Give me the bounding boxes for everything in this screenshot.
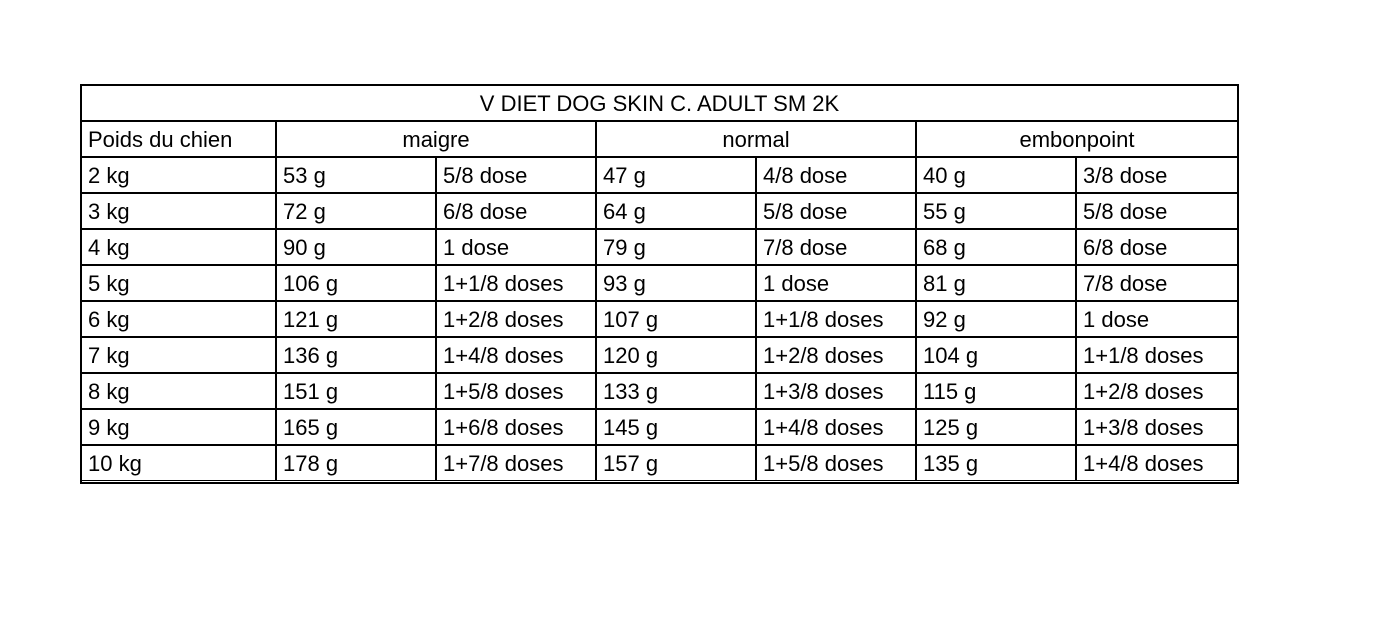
column-header: Poids du chien [81, 121, 276, 157]
table-cell: 106 g [276, 265, 436, 301]
table-cell: 1+2/8 doses [436, 301, 596, 337]
table-cell: 165 g [276, 409, 436, 445]
table-cell: 145 g [596, 409, 756, 445]
table-cell: 1+3/8 doses [756, 373, 916, 409]
table-cell: 1 dose [436, 229, 596, 265]
table-cell: 1+1/8 doses [436, 265, 596, 301]
table-cell: 1+7/8 doses [436, 445, 596, 481]
table-cell: 107 g [596, 301, 756, 337]
table-cell: 1 dose [1076, 301, 1238, 337]
table-cell: 5/8 dose [436, 157, 596, 193]
table-cell: 8 kg [81, 373, 276, 409]
table-cell: 133 g [596, 373, 756, 409]
table-cell: 40 g [916, 157, 1076, 193]
table-cell: 68 g [916, 229, 1076, 265]
table-cell: 9 kg [81, 409, 276, 445]
table-title: V DIET DOG SKIN C. ADULT SM 2K [81, 85, 1238, 121]
table-cell: 7/8 dose [756, 229, 916, 265]
table-cell: 4 kg [81, 229, 276, 265]
table-cell: 6 kg [81, 301, 276, 337]
table-cell: 1+6/8 doses [436, 409, 596, 445]
table-cell: 157 g [596, 445, 756, 481]
table-cell: 136 g [276, 337, 436, 373]
table-cell: 93 g [596, 265, 756, 301]
table-cell: 1+2/8 doses [756, 337, 916, 373]
table-cell: 6/8 dose [436, 193, 596, 229]
column-group-header: embonpoint [916, 121, 1238, 157]
table-cell: 1+4/8 doses [756, 409, 916, 445]
table-cell: 5/8 dose [1076, 193, 1238, 229]
table-cell: 55 g [916, 193, 1076, 229]
table-cell: 4/8 dose [756, 157, 916, 193]
table-cell: 7 kg [81, 337, 276, 373]
table-cell: 1+1/8 doses [756, 301, 916, 337]
table-cell: 1+2/8 doses [1076, 373, 1238, 409]
table-cell: 135 g [916, 445, 1076, 481]
table-cell: 92 g [916, 301, 1076, 337]
table-cell: 121 g [276, 301, 436, 337]
column-group-header: normal [596, 121, 916, 157]
table-cell: 125 g [916, 409, 1076, 445]
table-cell: 3 kg [81, 193, 276, 229]
table-cell: 151 g [276, 373, 436, 409]
table-cell: 7/8 dose [1076, 265, 1238, 301]
table-cell: 1+4/8 doses [1076, 445, 1238, 481]
table-cell: 115 g [916, 373, 1076, 409]
table-cell: 178 g [276, 445, 436, 481]
table-cell: 72 g [276, 193, 436, 229]
table-cell: 1+1/8 doses [1076, 337, 1238, 373]
table-cell: 1+4/8 doses [436, 337, 596, 373]
column-group-header: maigre [276, 121, 596, 157]
table-cell: 120 g [596, 337, 756, 373]
table-cell: 10 kg [81, 445, 276, 481]
table-cell: 79 g [596, 229, 756, 265]
table-cell: 81 g [916, 265, 1076, 301]
table-cell: 5 kg [81, 265, 276, 301]
table-cell: 2 kg [81, 157, 276, 193]
table-cell: 1+5/8 doses [436, 373, 596, 409]
table-cell: 1 dose [756, 265, 916, 301]
table-cell: 6/8 dose [1076, 229, 1238, 265]
table-cell: 3/8 dose [1076, 157, 1238, 193]
table-cell: 64 g [596, 193, 756, 229]
table-cell: 47 g [596, 157, 756, 193]
table-cell: 1+3/8 doses [1076, 409, 1238, 445]
table-cell: 90 g [276, 229, 436, 265]
table-cell: 104 g [916, 337, 1076, 373]
table-cell: 53 g [276, 157, 436, 193]
table-cell: 5/8 dose [756, 193, 916, 229]
table-cell: 1+5/8 doses [756, 445, 916, 481]
